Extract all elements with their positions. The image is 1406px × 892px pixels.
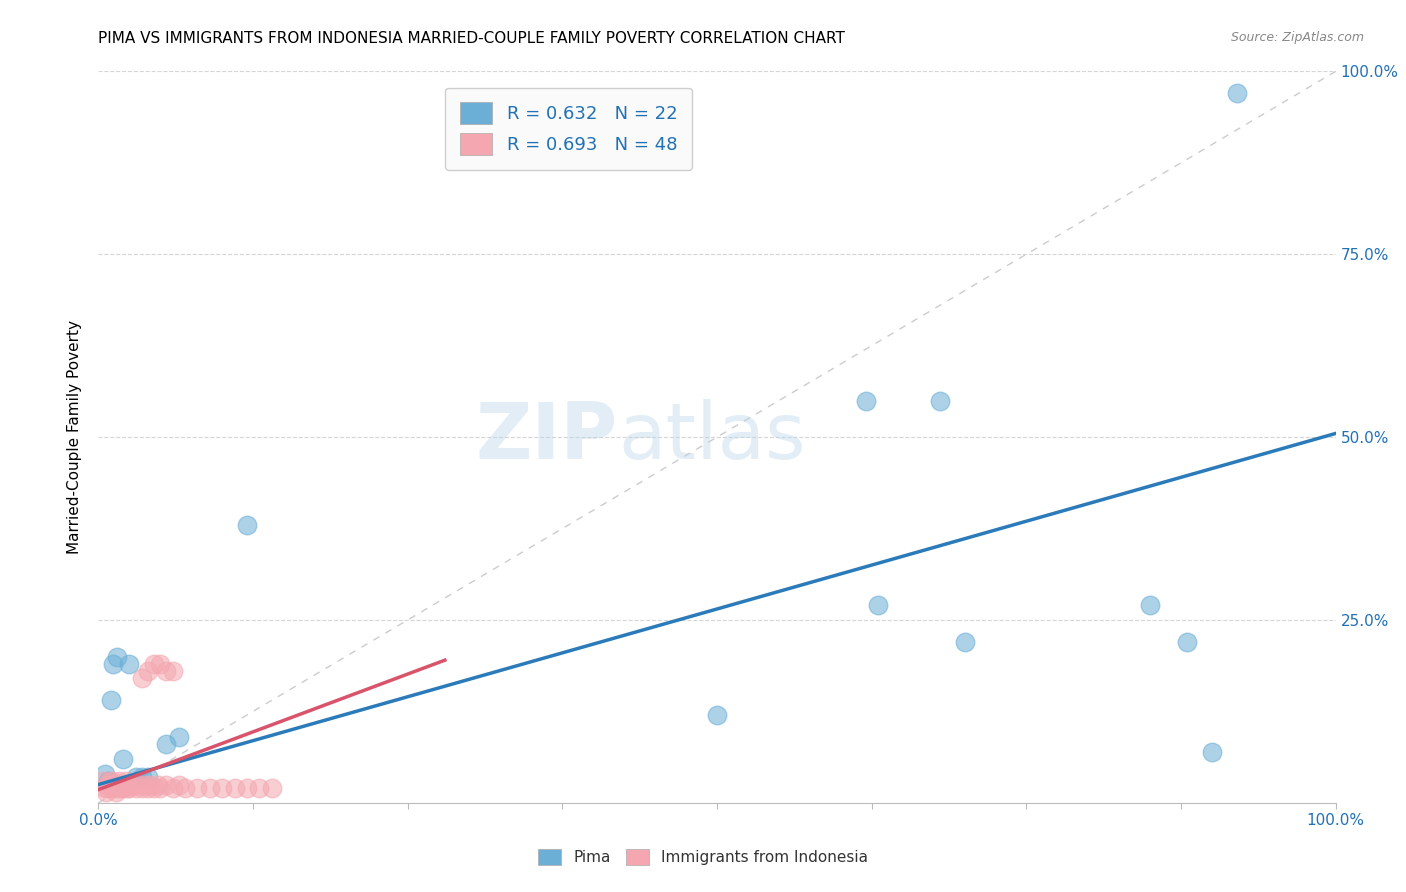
Point: [101, 773, 124, 788]
Point: [131, 770, 153, 784]
Point: [112, 752, 135, 766]
Point: [1201, 745, 1223, 759]
Point: [97, 781, 120, 796]
Point: [162, 781, 184, 796]
Point: [118, 781, 141, 796]
Point: [96, 777, 118, 792]
Point: [93, 781, 115, 796]
Point: [143, 657, 166, 671]
Text: PIMA VS IMMIGRANTS FROM INDONESIA MARRIED-COUPLE FAMILY POVERTY CORRELATION CHAR: PIMA VS IMMIGRANTS FROM INDONESIA MARRIE…: [98, 31, 845, 46]
Point: [103, 781, 125, 796]
Point: [706, 708, 728, 723]
Point: [104, 785, 127, 799]
Point: [155, 664, 177, 678]
Point: [91, 773, 114, 788]
Point: [103, 777, 125, 792]
Point: [167, 730, 190, 744]
Point: [224, 781, 246, 796]
Point: [162, 664, 184, 678]
Text: atlas: atlas: [619, 399, 806, 475]
Point: [110, 781, 132, 796]
Point: [134, 777, 156, 792]
Text: ZIP: ZIP: [475, 399, 619, 475]
Point: [98, 773, 121, 788]
Y-axis label: Married-Couple Family Poverty: Married-Couple Family Poverty: [67, 320, 83, 554]
Point: [124, 770, 146, 784]
Point: [112, 777, 135, 792]
Point: [100, 693, 122, 707]
Point: [136, 770, 159, 784]
Point: [247, 781, 270, 796]
Point: [105, 781, 128, 796]
Text: Source: ZipAtlas.com: Source: ZipAtlas.com: [1230, 31, 1364, 45]
Point: [131, 672, 153, 686]
Point: [107, 777, 129, 792]
Point: [155, 777, 177, 792]
Point: [97, 773, 120, 788]
Point: [124, 781, 146, 796]
Point: [115, 781, 138, 796]
Point: [136, 664, 159, 678]
Point: [167, 777, 190, 792]
Point: [103, 657, 125, 671]
Point: [146, 777, 169, 792]
Point: [953, 635, 976, 649]
Point: [198, 781, 221, 796]
Point: [260, 781, 283, 796]
Point: [93, 766, 115, 780]
Point: [866, 599, 889, 613]
Point: [108, 773, 131, 788]
Point: [149, 781, 172, 796]
Point: [928, 393, 950, 408]
Point: [143, 781, 166, 796]
Legend: R = 0.632   N = 22, R = 0.693   N = 48: R = 0.632 N = 22, R = 0.693 N = 48: [446, 87, 692, 169]
Point: [149, 657, 172, 671]
Point: [100, 777, 122, 792]
Point: [121, 777, 143, 792]
Point: [1175, 635, 1198, 649]
Point: [155, 737, 177, 751]
Point: [236, 781, 259, 796]
Point: [1226, 87, 1249, 101]
Point: [211, 781, 233, 796]
Point: [127, 777, 149, 792]
Point: [114, 773, 136, 788]
Point: [855, 393, 877, 408]
Point: [94, 785, 117, 799]
Point: [1139, 599, 1161, 613]
Point: [139, 777, 162, 792]
Point: [131, 781, 153, 796]
Point: [111, 777, 134, 792]
Point: [186, 781, 208, 796]
Point: [136, 781, 159, 796]
Point: [112, 781, 135, 796]
Point: [236, 517, 259, 532]
Point: [118, 657, 141, 671]
Point: [174, 781, 197, 796]
Point: [105, 649, 128, 664]
Legend: Pima, Immigrants from Indonesia: Pima, Immigrants from Indonesia: [531, 843, 875, 871]
